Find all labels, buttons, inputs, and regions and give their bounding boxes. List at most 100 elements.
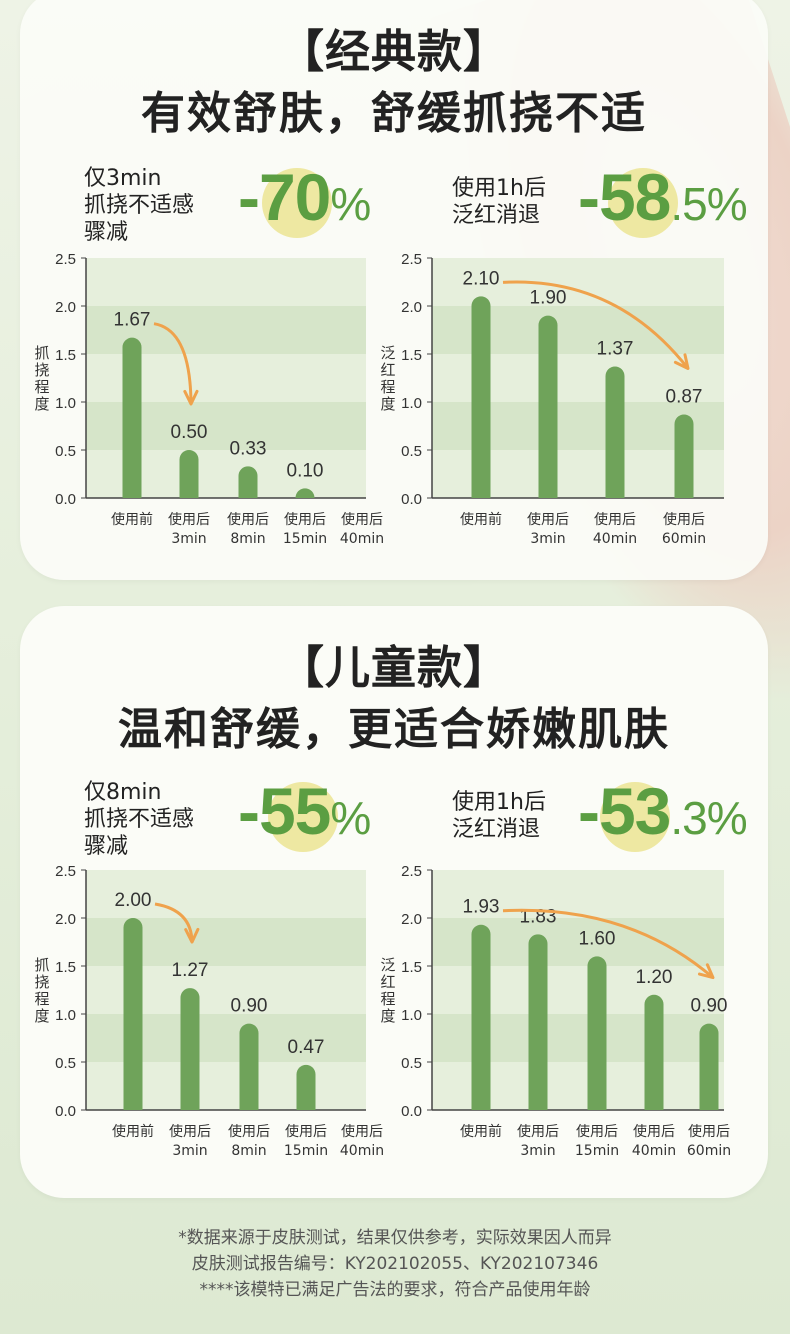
x-tick-label: 40min — [340, 1143, 384, 1159]
x-tick-label: 使用后 — [633, 1123, 675, 1140]
y-tick-label: 0.5 — [401, 1055, 422, 1072]
stat-label: 仅3min 抓挠不适感 骤减 — [84, 166, 195, 245]
bar — [471, 924, 491, 1110]
y-tick-label: 2.0 — [401, 299, 422, 316]
value-label: 2.10 — [463, 268, 500, 289]
x-tick-label: 8min — [231, 1143, 266, 1159]
trend-arrow-head — [673, 353, 690, 370]
x-tick-label: 使用后 — [284, 511, 326, 528]
y-axis-label: 红 — [380, 973, 395, 991]
y-tick-label: 1.0 — [401, 395, 422, 412]
stat-value: -58.5% — [578, 160, 748, 234]
stat-label: 仅8min 抓挠不适感 骤减 — [84, 780, 195, 859]
section-title: 【儿童款】 — [278, 641, 509, 694]
section-subtitle: 有效舒肤，舒缓抓挠不适 — [141, 88, 647, 139]
x-tick-label: 60min — [662, 531, 706, 547]
bar — [644, 994, 664, 1110]
y-axis-label: 度 — [34, 1007, 49, 1025]
value-label: 1.90 — [530, 288, 567, 309]
x-tick-label: 使用后 — [594, 511, 636, 528]
x-tick-label: 使用后 — [285, 1123, 327, 1140]
x-tick-label: 使用前 — [112, 1123, 154, 1140]
y-tick-label: 2.5 — [401, 251, 422, 268]
stat-value: -70% — [238, 160, 371, 234]
trend-arrow — [502, 280, 690, 370]
value-label: 0.90 — [691, 996, 728, 1017]
stat-highlight — [268, 782, 338, 852]
section-subtitle: 温和舒缓，更适合娇嫩肌肤 — [118, 704, 670, 755]
redness-chart-kids: 0.00.51.01.52.02.5泛红程度1.93使用前1.83使用后3min… — [380, 863, 731, 1159]
bar — [674, 414, 694, 498]
x-tick-label: 使用后 — [663, 511, 705, 528]
y-tick-label: 1.5 — [401, 959, 422, 976]
x-tick-label: 3min — [171, 531, 206, 547]
y-tick-label: 2.5 — [55, 863, 76, 880]
value-label: 2.00 — [115, 890, 152, 911]
section-title: 【经典款】 — [278, 25, 509, 78]
y-tick-label: 0.5 — [55, 443, 76, 460]
trend-arrow — [502, 908, 714, 979]
y-tick-label: 0.0 — [55, 491, 76, 508]
bar — [180, 988, 200, 1110]
x-tick-label: 使用后 — [228, 1123, 270, 1140]
x-tick-label: 15min — [283, 531, 327, 547]
stat-value: -53.3% — [578, 774, 748, 848]
trend-arrow — [154, 902, 194, 943]
x-tick-label: 使用后 — [341, 511, 383, 528]
value-label: 1.37 — [597, 338, 634, 359]
y-axis-label: 程 — [34, 990, 49, 1008]
y-axis-label: 度 — [34, 395, 49, 413]
y-tick-label: 0.5 — [401, 443, 422, 460]
x-tick-label: 使用后 — [169, 1123, 211, 1140]
bar — [122, 337, 142, 498]
x-tick-label: 3min — [172, 1143, 207, 1159]
trend-arrow-head — [184, 927, 200, 944]
y-tick-label: 1.0 — [55, 1007, 76, 1024]
bar — [605, 366, 625, 498]
value-label: 1.20 — [636, 967, 673, 988]
trend-arrow-head — [183, 389, 199, 406]
y-tick-label: 0.5 — [55, 1055, 76, 1072]
x-tick-label: 使用后 — [517, 1123, 559, 1140]
trend-arrow — [153, 322, 193, 405]
x-tick-label: 使用前 — [460, 1123, 502, 1140]
bar — [699, 1023, 719, 1110]
x-tick-label: 使用前 — [460, 511, 502, 528]
x-tick-label: 40min — [632, 1143, 676, 1159]
y-axis-label: 挠 — [34, 973, 49, 991]
value-label: 0.10 — [287, 460, 324, 481]
y-tick-label: 0.0 — [401, 491, 422, 508]
stat-highlight — [262, 168, 332, 238]
y-tick-label: 1.5 — [401, 347, 422, 364]
x-tick-label: 使用后 — [168, 511, 210, 528]
x-tick-label: 使用后 — [527, 511, 569, 528]
value-label: 1.93 — [463, 897, 500, 918]
y-axis-label: 程 — [380, 378, 395, 396]
x-tick-label: 3min — [530, 531, 565, 547]
x-tick-label: 使用后 — [576, 1123, 618, 1140]
y-axis-label: 泛 — [380, 956, 395, 974]
y-axis-label: 抓 — [34, 344, 49, 362]
bar — [528, 934, 548, 1110]
stat-value: -55% — [238, 774, 371, 848]
y-axis-label: 挠 — [34, 361, 49, 379]
x-tick-label: 40min — [340, 531, 384, 547]
bar — [239, 1023, 259, 1110]
trend-arrow-head — [697, 963, 715, 980]
value-label: 0.50 — [171, 422, 208, 443]
grid-band — [86, 258, 366, 306]
y-axis-label: 度 — [380, 395, 395, 413]
stat-highlight — [600, 782, 670, 852]
y-axis-label: 红 — [380, 361, 395, 379]
y-axis-label: 泛 — [380, 344, 395, 362]
y-axis-label: 程 — [380, 990, 395, 1008]
x-tick-label: 60min — [687, 1143, 731, 1159]
grid-band — [86, 870, 366, 918]
stat-label: 使用1h后 泛红消退 — [452, 790, 546, 842]
value-label: 0.47 — [288, 1037, 325, 1058]
value-label: 1.60 — [579, 928, 616, 949]
x-tick-label: 3min — [520, 1143, 555, 1159]
y-tick-label: 2.0 — [55, 299, 76, 316]
